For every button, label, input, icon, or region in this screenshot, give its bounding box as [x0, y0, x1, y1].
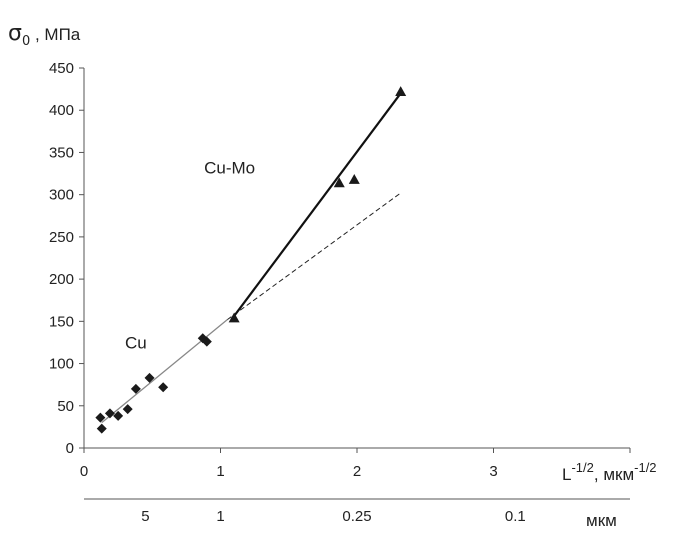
- data-point-cu: [122, 404, 133, 415]
- data-markers: [95, 86, 407, 434]
- annotations: Cu Cu-Mo: [125, 159, 255, 353]
- data-point-cu: [104, 408, 115, 419]
- y-tick-label: 100: [49, 356, 74, 373]
- y-tick-label: 0: [66, 440, 74, 457]
- y-tick-label: 150: [49, 313, 74, 330]
- y-tick-label: 200: [49, 271, 74, 288]
- x-tick-label: 1: [216, 463, 224, 480]
- secondary-x-ticks: 5 1 0.25 0.1: [141, 508, 526, 525]
- x-tick-label: 0: [80, 463, 88, 480]
- data-point-cu: [113, 410, 124, 421]
- secondary-tick-label: 5: [141, 508, 149, 525]
- data-point-cu: [95, 412, 106, 423]
- secondary-axis-unit: мкм: [586, 511, 617, 530]
- data-point-cu: [144, 372, 155, 383]
- data-point-cu-mo: [395, 86, 407, 97]
- fit-lines: [101, 92, 402, 424]
- secondary-tick-label: 1: [216, 508, 224, 525]
- y-tick-label: 350: [49, 144, 74, 161]
- x-ticks: 0 1 2 3: [80, 448, 631, 480]
- y-tick-label: 450: [49, 60, 74, 77]
- data-point-cu: [130, 383, 141, 394]
- x-tick-label: 2: [353, 463, 361, 480]
- extrapolation-line: [227, 192, 401, 321]
- y-axis-title: σ0 , МПа: [8, 21, 81, 49]
- y-ticks: 0 50 100 150 200 250 300 350 400 450: [49, 60, 84, 457]
- axes: [83, 68, 630, 500]
- secondary-tick-label: 0.25: [342, 508, 371, 525]
- data-point-cu-mo: [333, 177, 345, 188]
- y-tick-label: 300: [49, 187, 74, 204]
- data-point-cu-mo: [228, 312, 240, 323]
- x-axis-title: L-1/2, мкм-1/2: [562, 460, 657, 484]
- series-annotation: Cu-Mo: [204, 159, 255, 178]
- data-point-cu: [158, 382, 169, 393]
- secondary-tick-label: 0.1: [505, 508, 526, 525]
- y-tick-label: 250: [49, 229, 74, 246]
- data-point-cu-mo: [348, 173, 360, 184]
- data-point-cu: [201, 336, 212, 347]
- data-point-cu: [96, 423, 107, 434]
- fit-line-cu: [101, 319, 228, 424]
- fit-line-cu-mo: [230, 92, 402, 321]
- series-annotation: Cu: [125, 333, 147, 352]
- y-tick-label: 50: [57, 398, 74, 415]
- y-tick-label: 400: [49, 102, 74, 119]
- x-tick-label: 3: [489, 463, 497, 480]
